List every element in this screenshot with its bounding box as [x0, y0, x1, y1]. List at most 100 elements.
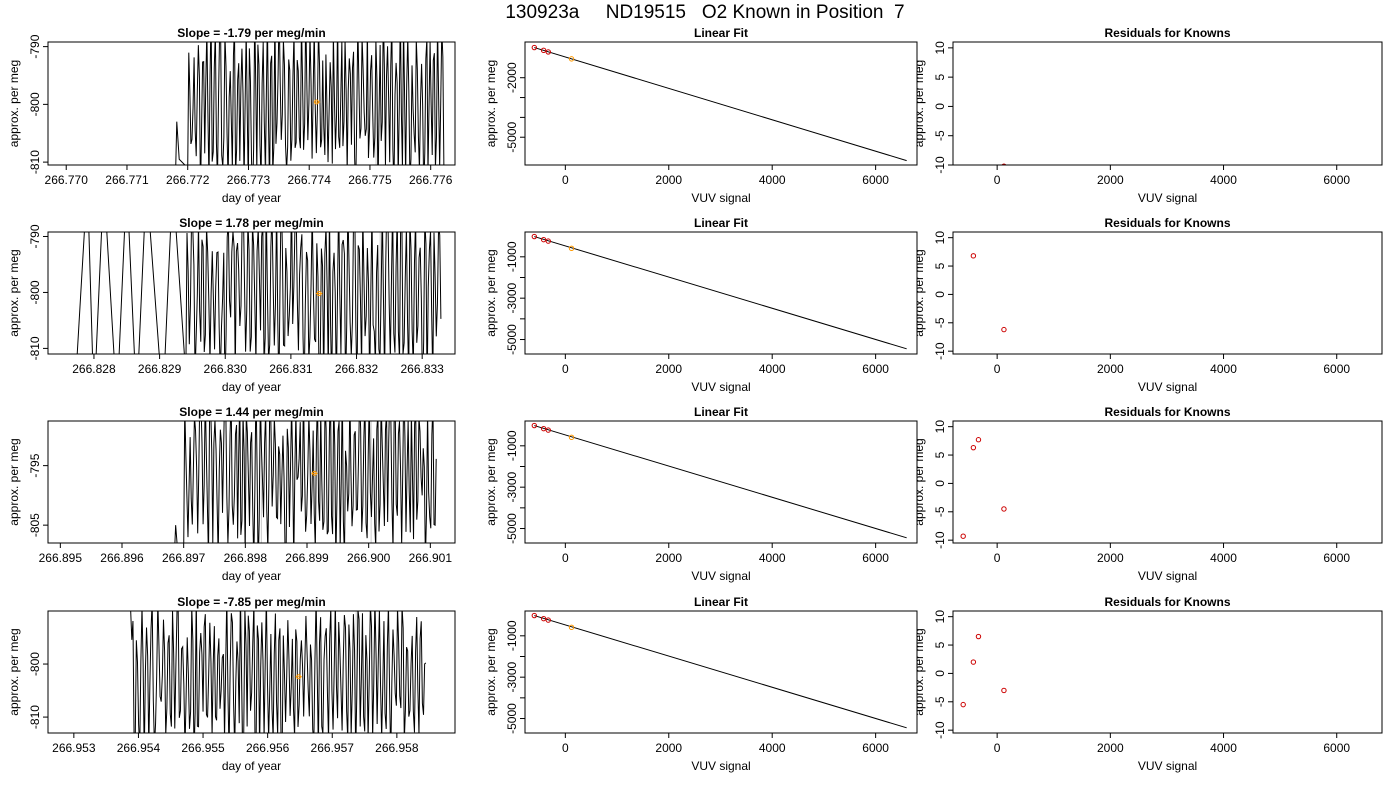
x-tick-label: 266.896 — [100, 551, 144, 565]
x-tick-label: 266.957 — [311, 741, 355, 755]
plot-frame — [47, 420, 456, 544]
residual-point — [1001, 326, 1007, 333]
y-tick-label: -810 — [28, 705, 42, 729]
known-point — [531, 612, 538, 619]
y-tick-label: 10 — [933, 231, 947, 245]
y-tick-label: -10 — [933, 156, 947, 174]
x-tick-label: 2000 — [655, 362, 682, 376]
y-tick-label: -5000 — [505, 703, 519, 734]
x-tick-label: 6000 — [862, 173, 889, 187]
residual-point — [1001, 687, 1007, 694]
sample-point — [568, 434, 575, 441]
y-tick-label: 5 — [933, 262, 947, 269]
plot-frame — [524, 231, 918, 355]
panel-title: Linear Fit — [694, 216, 748, 230]
y-tick-label: -3000 — [505, 283, 519, 314]
y-tick-label: -2000 — [505, 62, 519, 93]
known-point — [540, 236, 547, 243]
x-tick-label: 2000 — [655, 551, 682, 565]
x-tick-label: 266.772 — [166, 173, 210, 187]
x-axis-label: day of year — [222, 759, 281, 773]
x-tick-label: 4000 — [759, 173, 786, 187]
y-tick-label: -810 — [28, 336, 42, 360]
x-tick-label: 0 — [994, 741, 1001, 755]
panel-title: Residuals for Knowns — [1104, 26, 1230, 40]
y-axis-label: approx. per meg — [484, 249, 498, 336]
plot-frame — [952, 420, 1383, 544]
x-tick-label: 0 — [562, 362, 569, 376]
y-tick-label: -795 — [28, 453, 42, 477]
panel-linear-fit-row-3: Linear Fit 0 2000 4000 6000 -1000 -3000 -5000 VU… — [484, 405, 918, 583]
x-tick-label: 266.953 — [52, 741, 96, 755]
y-tick-label: 0 — [933, 480, 947, 487]
x-tick-label: 266.895 — [39, 551, 83, 565]
y-tick-label: 0 — [933, 670, 947, 677]
y-tick-label: -1000 — [505, 241, 519, 272]
known-point — [545, 238, 551, 244]
x-tick-label: 4000 — [1210, 362, 1237, 376]
panel-title: Residuals for Knowns — [1104, 595, 1230, 609]
x-axis-label: VUV signal — [691, 191, 750, 205]
y-tick-label: -3000 — [505, 472, 519, 503]
fit-line — [534, 47, 907, 162]
y-tick-label: -5 — [933, 130, 947, 141]
plot-frame — [524, 610, 918, 734]
fit-line — [534, 236, 907, 350]
x-tick-label: 266.828 — [72, 362, 116, 376]
y-tick-label: 10 — [933, 610, 947, 624]
y-tick-label: -3000 — [505, 662, 519, 693]
x-tick-label: 266.958 — [375, 741, 419, 755]
y-axis-label: approx. per meg — [7, 60, 21, 147]
x-tick-label: 6000 — [1323, 741, 1350, 755]
y-tick-label: -800 — [28, 652, 42, 676]
x-tick-label: 2000 — [655, 741, 682, 755]
x-axis-label: VUV signal — [691, 569, 750, 583]
residual-point — [975, 437, 982, 443]
known-point — [540, 425, 547, 432]
x-tick-label: 266.901 — [409, 551, 453, 565]
known-point — [545, 617, 551, 623]
panel-residuals-row-3: Residuals for Knowns 0 2000 4000 6000 10 5 0 -5 -… — [912, 405, 1383, 583]
residual-point — [1001, 506, 1007, 512]
plot-frame — [952, 231, 1383, 355]
known-point — [545, 49, 551, 55]
panel-linear-fit-row-1: Linear Fit 0 2000 4000 6000 -2000 -5000 VUV sig… — [484, 26, 918, 205]
known-point — [531, 422, 538, 429]
figure-title: 130923a ND19515 O2 Known in Position 7 — [505, 2, 905, 23]
x-tick-label: 6000 — [1323, 362, 1350, 376]
series-line — [130, 611, 427, 733]
x-tick-label: 266.899 — [285, 551, 329, 565]
y-tick-label: -10 — [933, 342, 947, 360]
y-tick-label: 10 — [933, 41, 947, 55]
x-tick-label: 4000 — [759, 362, 786, 376]
panel-residuals-row-4: Residuals for Knowns 0 2000 4000 6000 10 5 0 -5 -… — [912, 595, 1383, 773]
x-tick-label: 266.775 — [348, 173, 392, 187]
x-tick-label: 4000 — [1210, 173, 1237, 187]
plot-frame — [47, 231, 456, 355]
y-tick-label: -5 — [933, 506, 947, 517]
mean-point — [313, 99, 319, 105]
panel-title: Slope = -7.85 per meg/min — [177, 595, 325, 609]
x-tick-label: 2000 — [1097, 362, 1124, 376]
mean-point — [311, 470, 317, 476]
panel-title: Slope = 1.78 per meg/min — [179, 216, 323, 230]
x-axis-label: VUV signal — [1138, 759, 1197, 773]
y-tick-label: -5 — [933, 696, 947, 707]
y-axis-label: approx. per meg — [912, 628, 926, 715]
panel-timeseries-row-2: Slope = 1.78 per meg/min 266.828 266.829 26… — [7, 216, 456, 394]
y-tick-label: 0 — [933, 291, 947, 298]
fit-line — [534, 425, 907, 539]
y-tick-label: -790 — [28, 224, 42, 248]
known-point — [540, 47, 547, 54]
x-tick-label: 2000 — [655, 173, 682, 187]
x-axis-label: VUV signal — [691, 380, 750, 394]
x-tick-label: 0 — [562, 173, 569, 187]
x-tick-label: 266.831 — [269, 362, 313, 376]
x-tick-label: 4000 — [1210, 551, 1237, 565]
plot-frame — [952, 41, 1383, 166]
residual-point — [970, 253, 977, 259]
y-tick-label: -10 — [933, 531, 947, 549]
x-tick-label: 0 — [994, 362, 1001, 376]
x-tick-label: 266.897 — [162, 551, 206, 565]
